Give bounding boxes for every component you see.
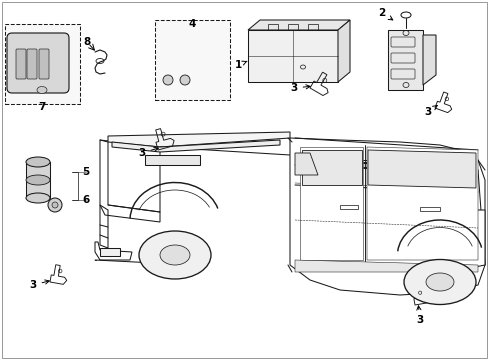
Text: 3: 3 [138, 147, 158, 158]
Polygon shape [367, 150, 475, 188]
Text: 7: 7 [38, 102, 45, 112]
Ellipse shape [160, 245, 190, 265]
Text: 8: 8 [83, 37, 90, 47]
Polygon shape [108, 132, 289, 147]
Polygon shape [294, 260, 477, 272]
Polygon shape [247, 20, 349, 30]
Text: 4: 4 [188, 19, 195, 29]
Ellipse shape [26, 193, 50, 203]
Polygon shape [302, 150, 361, 185]
Text: 3: 3 [424, 105, 436, 117]
Polygon shape [387, 30, 422, 90]
Ellipse shape [163, 75, 173, 85]
FancyBboxPatch shape [27, 49, 37, 79]
Ellipse shape [180, 75, 190, 85]
Polygon shape [289, 138, 484, 295]
Ellipse shape [26, 175, 50, 185]
Ellipse shape [139, 231, 210, 279]
Bar [5, 24, 80, 104]
Ellipse shape [48, 198, 62, 212]
Text: 3: 3 [290, 83, 309, 93]
Polygon shape [112, 140, 280, 152]
Polygon shape [247, 30, 337, 82]
Bar [155, 20, 229, 100]
Polygon shape [145, 155, 200, 165]
Text: 5: 5 [82, 167, 89, 177]
FancyBboxPatch shape [7, 33, 69, 93]
Polygon shape [339, 162, 419, 168]
Polygon shape [337, 20, 349, 82]
Ellipse shape [37, 86, 47, 94]
FancyBboxPatch shape [39, 49, 49, 79]
Text: 1: 1 [234, 60, 246, 70]
Polygon shape [342, 163, 416, 167]
Text: 3: 3 [415, 306, 423, 325]
Ellipse shape [403, 260, 475, 305]
Text: 6: 6 [82, 195, 89, 205]
Text: 3: 3 [29, 280, 49, 290]
Polygon shape [366, 147, 477, 260]
Ellipse shape [52, 202, 58, 208]
Ellipse shape [425, 273, 453, 291]
Polygon shape [294, 153, 317, 175]
Polygon shape [422, 35, 435, 85]
Ellipse shape [26, 157, 50, 167]
Polygon shape [100, 248, 120, 256]
Polygon shape [26, 162, 50, 198]
Text: 2: 2 [378, 8, 392, 20]
Polygon shape [299, 147, 362, 260]
Polygon shape [434, 210, 484, 270]
FancyBboxPatch shape [16, 49, 26, 79]
